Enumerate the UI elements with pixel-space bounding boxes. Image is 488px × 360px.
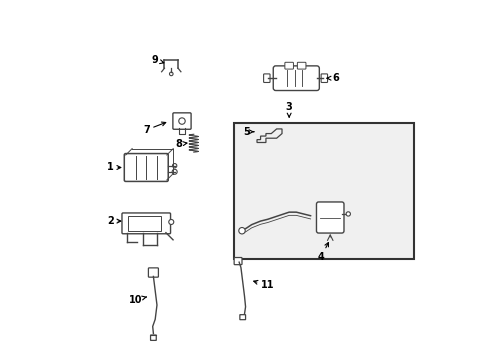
Text: 3: 3 [285,102,292,117]
Text: 4: 4 [317,243,328,262]
Text: 1: 1 [107,162,121,172]
FancyBboxPatch shape [128,216,160,231]
Text: 9: 9 [151,55,163,65]
Circle shape [168,220,173,225]
Circle shape [169,72,173,76]
FancyBboxPatch shape [273,66,319,90]
Circle shape [172,169,177,174]
FancyBboxPatch shape [321,74,327,82]
Text: 7: 7 [142,122,165,135]
Text: 6: 6 [326,73,338,83]
FancyBboxPatch shape [233,123,413,258]
FancyBboxPatch shape [150,335,156,341]
FancyBboxPatch shape [234,257,242,265]
FancyBboxPatch shape [148,268,158,277]
Circle shape [346,212,350,216]
FancyBboxPatch shape [240,315,245,320]
Circle shape [179,118,185,124]
FancyBboxPatch shape [124,154,168,181]
FancyBboxPatch shape [285,62,293,69]
Text: 10: 10 [128,295,146,305]
FancyBboxPatch shape [316,202,343,233]
FancyBboxPatch shape [122,213,170,234]
Text: 8: 8 [175,139,186,149]
Text: 5: 5 [243,127,253,137]
Text: 2: 2 [107,216,121,226]
Circle shape [172,163,177,168]
FancyBboxPatch shape [297,62,305,69]
FancyBboxPatch shape [173,113,191,129]
FancyBboxPatch shape [263,74,269,82]
Text: 11: 11 [253,280,274,291]
Circle shape [238,228,244,234]
